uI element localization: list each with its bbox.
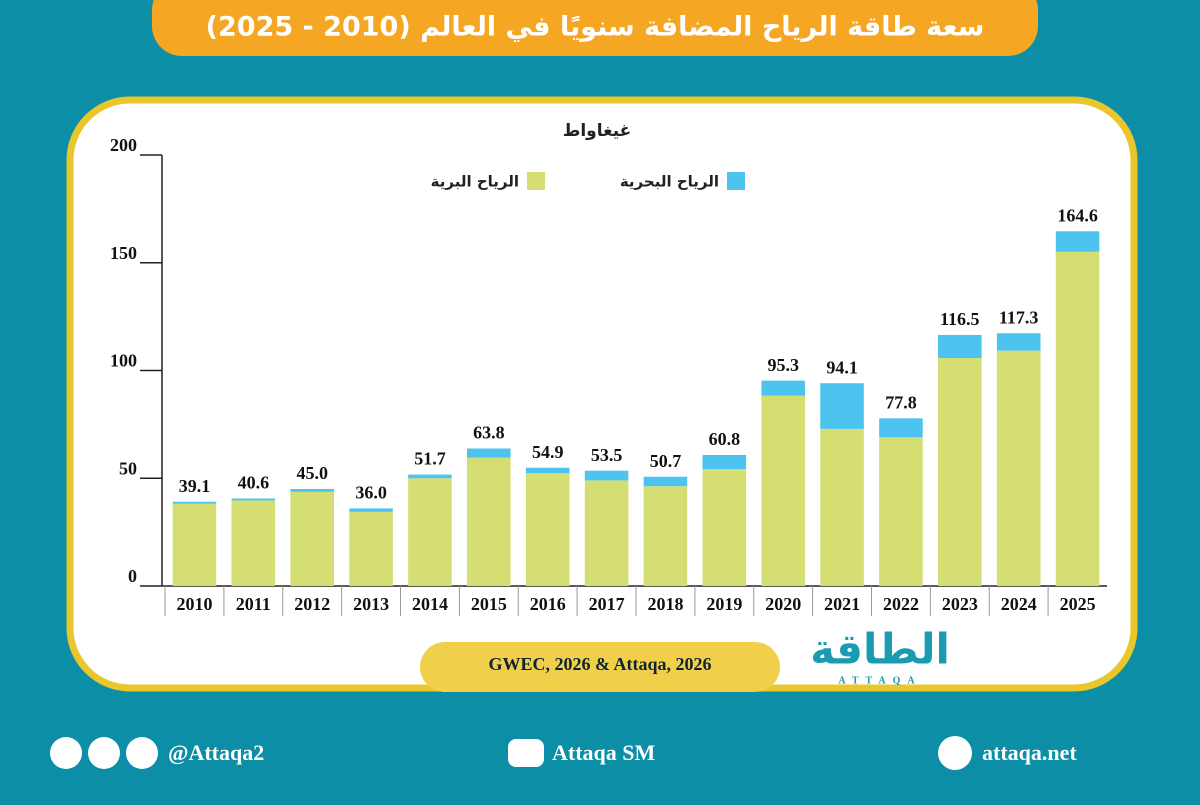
- total-label: 164.6: [1057, 205, 1098, 225]
- total-label: 36.0: [355, 483, 387, 503]
- youtube-icon[interactable]: [508, 739, 544, 767]
- total-label: 116.5: [940, 309, 980, 329]
- total-label: 95.3: [767, 355, 799, 375]
- legend-label: الرياح البحرية: [620, 173, 719, 191]
- x-tick-label: 2010: [176, 594, 212, 614]
- bar-segment: [172, 501, 217, 504]
- x-tick-label: 2023: [942, 594, 978, 614]
- bar-segment: [761, 395, 805, 586]
- legend-label: الرياح البرية: [431, 173, 519, 191]
- total-label: 50.7: [650, 451, 682, 471]
- x-tick-label: 2018: [647, 594, 683, 614]
- total-label: 54.9: [532, 442, 564, 462]
- x-tick-label: 2022: [883, 594, 919, 614]
- website[interactable]: attaqa.net: [982, 740, 1077, 765]
- bar-segment: [702, 454, 747, 470]
- facebook-icon[interactable]: [126, 737, 158, 769]
- source-box: [420, 642, 780, 692]
- y-tick-label: 50: [119, 458, 137, 478]
- bar-segment: [820, 428, 864, 586]
- bar-segment: [467, 448, 511, 458]
- x-tick-label: 2016: [530, 594, 566, 614]
- y-tick-label: 0: [128, 566, 137, 586]
- bar-segment: [231, 500, 276, 586]
- footer: @Attaqa2 Attaqa SM attaqa.net: [50, 736, 1077, 770]
- legend-swatch: [727, 172, 745, 190]
- total-label: 45.0: [296, 463, 328, 483]
- bar-segment: [996, 350, 1041, 586]
- legend-swatch: [527, 172, 545, 190]
- web-icon[interactable]: [938, 736, 972, 770]
- bar-segment: [408, 478, 452, 586]
- instagram-icon[interactable]: [88, 737, 120, 769]
- bar-segment: [1055, 231, 1100, 252]
- y-axis-title: غيغاواط: [563, 121, 632, 141]
- social-handle[interactable]: @Attaqa2: [168, 740, 264, 765]
- bar-segment: [349, 508, 393, 512]
- bar-segment: [231, 498, 276, 501]
- source: GWEC, 2026 & Attaqa, 2026: [488, 654, 711, 674]
- chart-title: سعة طاقة الرياح المضافة سنويًا في العالم…: [206, 12, 985, 43]
- total-label: 53.5: [591, 445, 623, 465]
- bar-segment: [290, 489, 334, 492]
- x-tick-label: 2012: [294, 594, 330, 614]
- bar-segment: [349, 511, 393, 586]
- bar-segment: [584, 470, 629, 481]
- bar-segment: [584, 480, 629, 586]
- bar-segment: [879, 418, 923, 438]
- bar-segment: [408, 474, 452, 479]
- total-label: 63.8: [473, 423, 505, 443]
- x-tick-label: 2021: [824, 594, 860, 614]
- bar-segment: [525, 467, 570, 474]
- bar-segment: [525, 473, 570, 586]
- bar-segment: [643, 486, 688, 586]
- bar-segment: [996, 333, 1041, 351]
- bar-segment: [938, 358, 982, 586]
- x-tick-label: 2015: [471, 594, 507, 614]
- x-tick-label: 2019: [706, 594, 742, 614]
- y-tick-label: 100: [110, 351, 137, 371]
- youtube-handle[interactable]: Attaqa SM: [552, 740, 656, 765]
- total-label: 60.8: [709, 429, 741, 449]
- total-label: 77.8: [885, 392, 917, 412]
- total-label: 40.6: [238, 473, 270, 493]
- bar-segment: [879, 437, 923, 586]
- y-tick-label: 150: [110, 243, 137, 263]
- total-label: 51.7: [414, 449, 446, 469]
- total-label: 117.3: [999, 307, 1039, 327]
- x-tick-label: 2013: [353, 594, 389, 614]
- x-tick-label: 2017: [589, 594, 625, 614]
- x-icon[interactable]: [50, 737, 82, 769]
- x-tick-label: 2014: [412, 594, 448, 614]
- x-tick-label: 2020: [765, 594, 801, 614]
- bar-segment: [820, 383, 864, 429]
- total-label: 39.1: [179, 476, 211, 496]
- x-tick-label: 2024: [1001, 594, 1037, 614]
- bar-segment: [938, 334, 982, 359]
- x-tick-label: 2025: [1060, 594, 1096, 614]
- y-tick-label: 200: [110, 135, 137, 155]
- logo: الطاقة: [810, 625, 950, 674]
- total-label: 94.1: [826, 357, 858, 377]
- bar-segment: [702, 469, 747, 586]
- x-tick-label: 2011: [236, 594, 271, 614]
- bar-segment: [467, 457, 511, 586]
- logo-latin: ATTAQA: [838, 675, 921, 686]
- bar-segment: [643, 476, 688, 487]
- title-box: [152, 0, 1038, 56]
- bar-segment: [290, 491, 334, 586]
- bar-segment: [1055, 251, 1100, 586]
- bar-segment: [761, 380, 805, 396]
- bar-segment: [172, 503, 217, 586]
